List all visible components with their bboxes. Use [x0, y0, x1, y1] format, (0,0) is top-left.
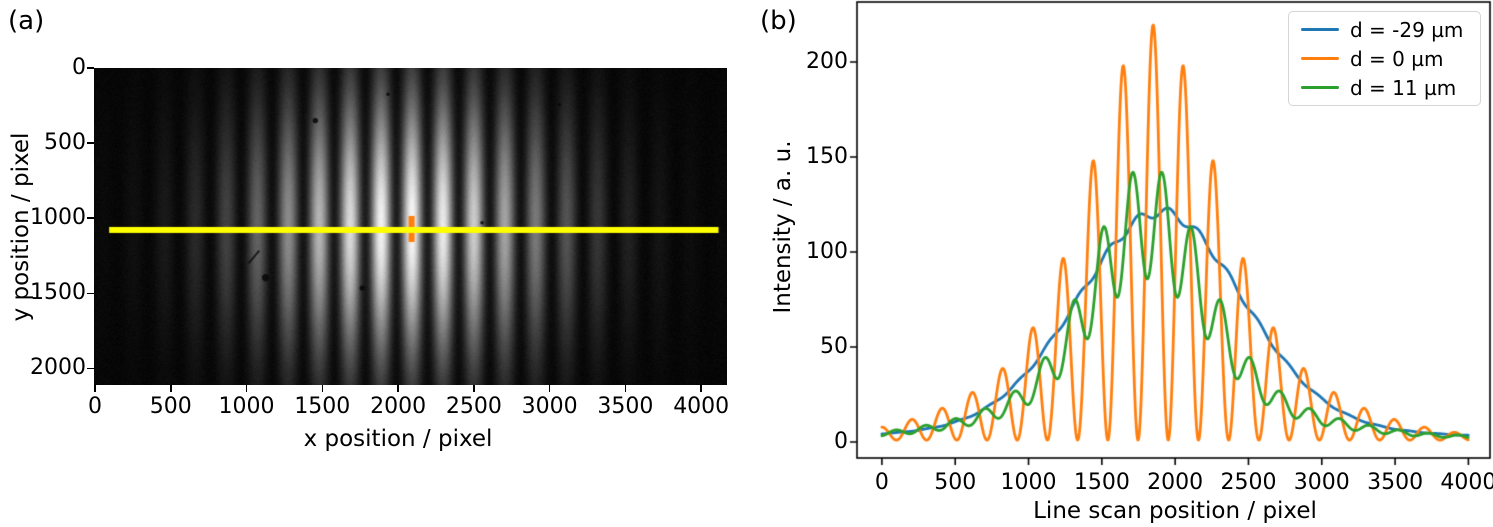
green-line-swatch	[1301, 85, 1339, 90]
panel-b-xtick-label: 2000	[1147, 470, 1204, 495]
panel-a-xtick-label: 4000	[673, 394, 730, 419]
panel-b-xlabel: Line scan position / pixel	[1033, 498, 1317, 524]
panel-a-xtick-mark	[245, 385, 248, 392]
panel-a-xtick-label: 2500	[445, 394, 502, 419]
panel-b-ytick-label: 150	[806, 144, 848, 169]
panel-a-xtick-label: 1000	[218, 394, 275, 419]
panel-b-ytick-label: 50	[820, 334, 848, 359]
panel-a-xtick-mark	[700, 385, 702, 392]
panel-b-ytick-label: 200	[806, 49, 848, 74]
legend-label-green: d = 11 µm	[1350, 75, 1457, 100]
legend-entry-orange: d = 0 µm	[1301, 47, 1480, 71]
panel-a-xtick-label: 500	[149, 394, 192, 419]
panel-a-xtick-mark	[548, 385, 551, 392]
panel-a-xtick-mark	[321, 385, 324, 392]
panel-a-ytick-mark	[87, 217, 94, 219]
panel-a-xtick-mark	[94, 385, 96, 392]
panel-a-xtick-label: 3000	[521, 394, 578, 419]
panel-b-xtick-label: 1500	[1073, 470, 1130, 495]
interferogram-image	[94, 68, 727, 385]
orange-line-swatch	[1301, 56, 1339, 61]
panel-a-xlabel: x position / pixel	[303, 426, 493, 452]
legend-label-blue: d = -29 µm	[1350, 17, 1464, 42]
panel-a-ytick-label: 1500	[30, 280, 86, 306]
panel-b-xtick-label: 2500	[1220, 470, 1277, 495]
panel-a-ytick-label: 500	[44, 130, 86, 156]
panel-b-xtick-label: 500	[934, 470, 977, 495]
panel-a-xtick-mark	[473, 385, 475, 392]
panel-a-xtick-mark	[624, 385, 627, 392]
legend-entry-blue: d = -29 µm	[1301, 18, 1480, 42]
panel-a-ytick-label: 2000	[30, 355, 86, 381]
panel-a-ytick-mark	[87, 292, 94, 295]
panel-a-letter: (a)	[8, 6, 45, 36]
panel-a-ytick-label: 1000	[30, 205, 86, 231]
panel-a-xtick-label: 2000	[370, 394, 427, 419]
panel-b-ytick-label: 100	[806, 239, 848, 264]
panel-a-ytick-label: 0	[72, 55, 86, 80]
legend: d = -29 µm d = 0 µm d = 11 µm	[1288, 11, 1481, 106]
panel-b-ytick-label: 0	[834, 429, 848, 454]
panel-a-ytick-mark	[87, 367, 94, 370]
panel-a-xtick-mark	[397, 385, 399, 392]
panel-b-letter: (b)	[760, 6, 797, 36]
panel-b-xtick-label: 0	[874, 470, 889, 495]
panel-b-xtick-label: 3500	[1367, 470, 1424, 495]
panel-a-xtick-label: 1500	[294, 394, 351, 419]
panel-a-xtick-mark	[170, 385, 172, 392]
panel-b-xtick-label: 3000	[1293, 470, 1350, 495]
panel-a-ytick-mark	[87, 67, 94, 69]
panel-a-xtick-label: 3500	[597, 394, 654, 419]
legend-entry-green: d = 11 µm	[1301, 76, 1480, 100]
panel-a-ytick-mark	[87, 142, 94, 144]
panel-a-xtick-label: 0	[88, 394, 102, 419]
panel-b-xtick-label: 4000	[1440, 470, 1493, 495]
blue-line-swatch	[1301, 27, 1339, 32]
panel-b-xtick-label: 1000	[1000, 470, 1057, 495]
legend-label-orange: d = 0 µm	[1350, 46, 1444, 71]
